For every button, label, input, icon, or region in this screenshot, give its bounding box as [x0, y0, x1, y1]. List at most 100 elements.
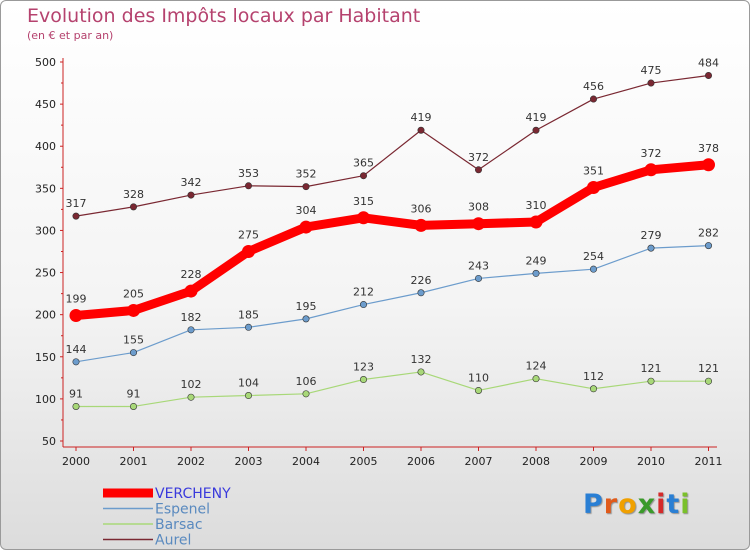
x-tick-label: 2004: [292, 455, 320, 468]
data-point: [644, 163, 658, 177]
x-tick-label: 2001: [120, 455, 148, 468]
logo-letter: i: [680, 489, 691, 520]
data-point: [704, 71, 712, 79]
data-label: 372: [468, 151, 489, 164]
data-label: 275: [238, 229, 259, 242]
data-label: 352: [296, 168, 317, 181]
logo-letter: P: [583, 489, 604, 520]
data-label: 132: [411, 353, 432, 366]
x-tick-label: 2002: [177, 455, 205, 468]
data-point: [72, 402, 80, 410]
data-point: [589, 95, 597, 103]
data-point: [589, 265, 597, 273]
data-label: 310: [526, 199, 547, 212]
data-label: 254: [583, 250, 604, 263]
data-label: 155: [123, 334, 144, 347]
series-aurel: 317 328 342 353 352 365 419 372 419 456 475 484: [66, 56, 719, 220]
data-point: [532, 269, 540, 277]
data-point: [647, 377, 655, 385]
data-label: 456: [583, 80, 604, 93]
data-label: 121: [641, 362, 662, 375]
data-point: [417, 289, 425, 297]
data-point: [704, 377, 712, 385]
y-tick-label: 50: [42, 435, 56, 448]
series-line-aurel: [75, 74, 710, 217]
data-point: [184, 284, 198, 298]
data-point: [474, 166, 482, 174]
logo-letter: x: [637, 489, 657, 520]
chart-title: Evolution des Impôts locaux par Habitant: [27, 5, 421, 27]
data-label: 144: [66, 343, 87, 356]
data-point: [417, 368, 425, 376]
y-tick-label: 150: [35, 351, 56, 364]
legend-label: VERCHENY: [155, 486, 231, 502]
legend-label: Aurel: [155, 533, 191, 549]
data-point: [242, 245, 255, 258]
x-tick-label: 2011: [695, 455, 723, 468]
data-point: [299, 220, 313, 234]
logo-letter: o: [618, 489, 638, 520]
data-point: [532, 375, 540, 383]
x-tick-label: 2003: [235, 455, 263, 468]
data-point: [704, 242, 712, 250]
data-point: [245, 182, 253, 190]
data-label: 182: [181, 311, 202, 324]
data-point: [357, 211, 370, 225]
data-point: [187, 191, 195, 199]
data-point: [359, 376, 367, 384]
data-point: [529, 215, 543, 229]
data-label: 419: [526, 111, 547, 124]
data-point: [472, 217, 485, 231]
data-label: 124: [526, 360, 547, 373]
data-label: 102: [181, 378, 202, 391]
data-label: 365: [353, 157, 374, 170]
data-point: [647, 79, 655, 87]
y-tick-label: 250: [35, 267, 56, 280]
data-label: 308: [468, 201, 489, 214]
data-point: [647, 244, 655, 252]
chart-subtitle: (en € et par an): [27, 29, 114, 42]
data-point: [302, 390, 310, 398]
data-point: [414, 218, 428, 232]
data-point: [532, 126, 540, 134]
data-label: 205: [123, 287, 144, 300]
data-point: [130, 402, 138, 410]
data-point: [245, 323, 253, 331]
data-label: 243: [468, 259, 489, 272]
data-label: 351: [583, 164, 604, 177]
data-point: [302, 183, 310, 191]
x-tick-label: 2008: [522, 455, 550, 468]
data-label: 315: [353, 195, 374, 208]
data-point: [474, 386, 482, 394]
data-label: 112: [583, 370, 604, 383]
logo-letter: r: [603, 489, 619, 520]
data-label: 328: [123, 188, 144, 201]
data-label: 475: [641, 64, 662, 77]
series-vercheny: 199 205 228 275 304 315 306 308 310 351 372 378: [66, 142, 719, 323]
data-label: 199: [66, 293, 87, 306]
series-espenel: 144 155 182 185 195 212 226 243 249 254 279 282: [66, 227, 719, 366]
proxiti-logo: Proxiti: [583, 489, 691, 520]
data-label: 484: [698, 56, 719, 69]
data-label: 106: [296, 375, 317, 388]
data-point: [72, 212, 80, 220]
data-point: [702, 158, 715, 172]
legend-label: Espenel: [155, 502, 210, 518]
data-point: [130, 349, 138, 357]
y-tick-label: 450: [35, 98, 56, 111]
data-point: [130, 203, 138, 211]
y-tick-label: 400: [35, 140, 56, 153]
data-point: [587, 180, 600, 194]
series-line-barsac: [75, 371, 710, 408]
data-label: 279: [641, 229, 662, 242]
data-label: 249: [526, 254, 547, 267]
data-label: 372: [641, 147, 662, 160]
data-label: 419: [411, 111, 432, 124]
y-tick-label: 100: [35, 393, 56, 406]
data-point: [589, 385, 597, 393]
data-label: 317: [66, 197, 87, 210]
